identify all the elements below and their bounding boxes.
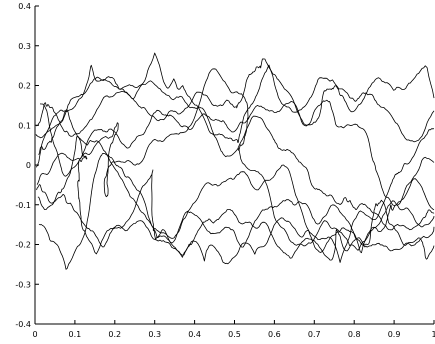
- y-tick-label: -0.4: [15, 320, 31, 329]
- y-tick-label: 0.4: [18, 2, 31, 11]
- series-0-line-4: [35, 109, 435, 248]
- x-tick-label: 0.5: [228, 330, 241, 339]
- y-tick-label: 0: [26, 161, 31, 170]
- x-tick-label: 0.8: [348, 330, 361, 339]
- y-tick-label: 0.2: [18, 82, 31, 91]
- series-0-line-1: [38, 153, 435, 270]
- y-tick-label: 0.1: [18, 121, 31, 130]
- series-0-line-7: [37, 128, 435, 265]
- x-tick-label: 0.9: [388, 330, 401, 339]
- x-tick-label: 0.2: [108, 330, 121, 339]
- series-0-line-5: [36, 58, 435, 137]
- series-0-line-0: [35, 52, 435, 168]
- y-tick-label: -0.2: [15, 241, 31, 250]
- x-tick-label: 0.6: [268, 330, 281, 339]
- y-tick-label: 0.3: [18, 42, 31, 51]
- x-tick-label: 0.1: [69, 330, 82, 339]
- x-tick-label: 0.7: [308, 330, 321, 339]
- x-tick-label: 0.4: [188, 330, 201, 339]
- series-0-line-2: [36, 184, 435, 261]
- y-tick-label: -0.1: [15, 201, 31, 210]
- series-0-line-8: [39, 99, 435, 211]
- series-0-line-6: [36, 68, 435, 260]
- series-0-line-3: [38, 76, 435, 231]
- x-tick-label: 1: [431, 330, 435, 339]
- x-tick-label: 0.3: [148, 330, 161, 339]
- x-tick-label: 0: [32, 330, 37, 339]
- series-0-trace: [35, 52, 435, 270]
- y-tick-label: -0.3: [15, 280, 31, 289]
